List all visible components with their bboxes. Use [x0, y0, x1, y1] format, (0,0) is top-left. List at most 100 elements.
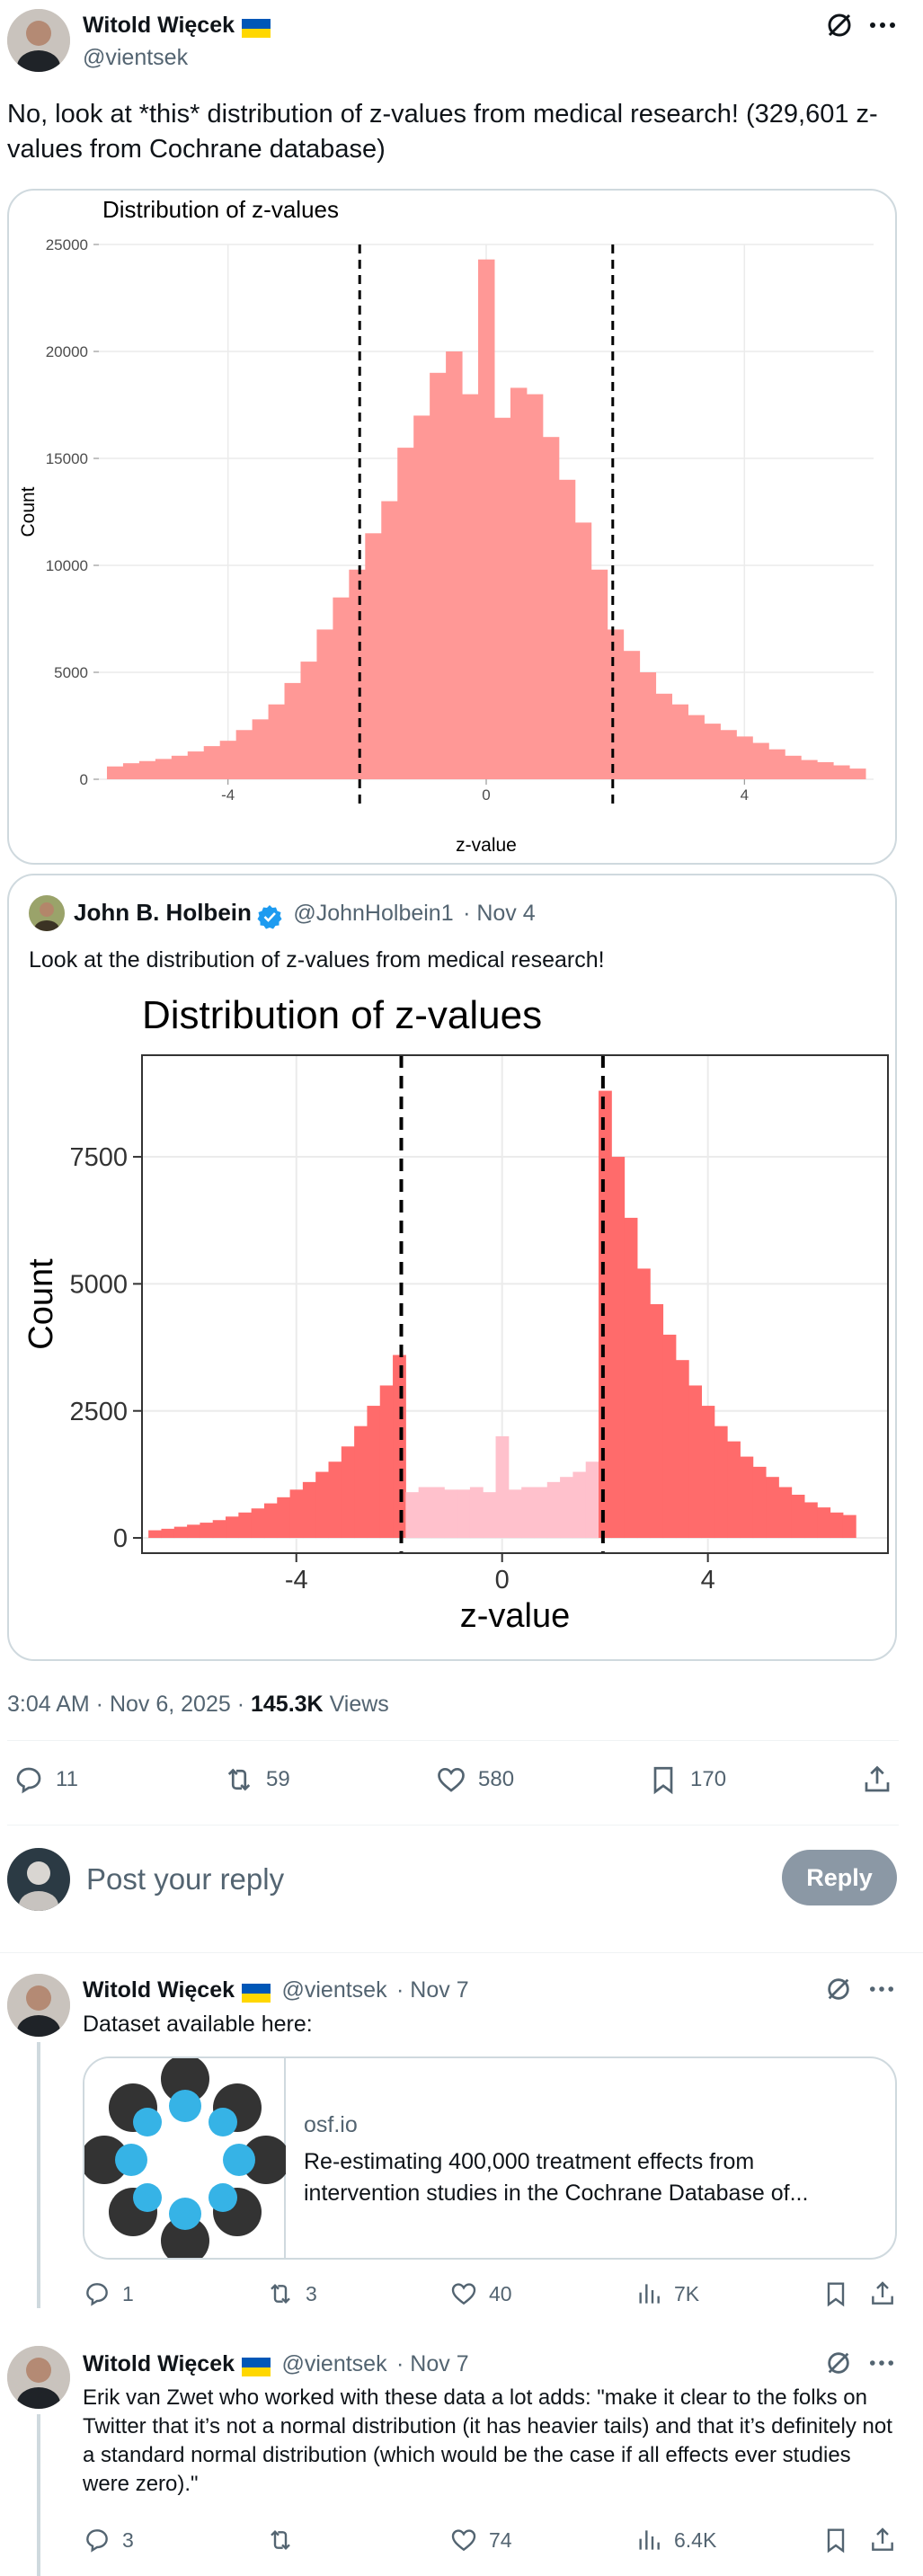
histogram-bar [155, 759, 173, 779]
like-action[interactable]: 580 [435, 1763, 514, 1796]
histogram-bar [636, 1268, 651, 1539]
x-tick-label: 0 [495, 1566, 510, 1594]
histogram-bar [752, 742, 769, 779]
reply-icon [86, 2529, 108, 2553]
avatar-image [7, 9, 70, 72]
histogram-bar [277, 1497, 291, 1539]
histogram-bar [833, 765, 850, 779]
histogram-bar [418, 1487, 432, 1539]
y-tick-label: 10000 [46, 557, 88, 574]
share-icon[interactable] [861, 1763, 893, 1796]
views-count: 145.3K [250, 1692, 324, 1717]
reply-author-handle[interactable]: @vientsek [281, 1977, 387, 2003]
divider [7, 1740, 899, 1741]
author-handle[interactable]: @vientsek [83, 45, 189, 70]
histogram-bar [413, 415, 430, 779]
histogram-bar [585, 1461, 599, 1539]
y-tick-label: 2500 [69, 1398, 128, 1426]
more-icon[interactable] [868, 2351, 895, 2375]
histogram-bar [333, 597, 350, 779]
ukraine-flag-icon [242, 2358, 271, 2377]
quote-date: · Nov 4 [463, 901, 536, 926]
histogram-bar [572, 1471, 587, 1539]
histogram-bar [315, 1471, 329, 1539]
bookmark-action[interactable]: 170 [647, 1763, 726, 1796]
like-icon [451, 2529, 476, 2552]
grok-icon[interactable] [825, 1976, 852, 2003]
histogram-bar [495, 1435, 510, 1539]
x-tick-label: 4 [741, 786, 749, 804]
views-action[interactable]: 7K [635, 2279, 699, 2308]
histogram-bar [736, 736, 753, 779]
histogram-bar [720, 730, 737, 779]
views-icon [639, 2530, 660, 2550]
histogram-bar [457, 1489, 471, 1539]
chart-image-card[interactable]: 0 5000 10000 15000 20000 25000 -4 0 4 Distributio… [7, 189, 897, 865]
histogram-bar [122, 763, 140, 779]
repost-action[interactable]: 59 [223, 1763, 290, 1796]
quoted-post[interactable]: John B. Holbein @JohnHolbein1 · Nov 4 Lo… [7, 874, 897, 1661]
more-icon[interactable] [868, 1977, 895, 2001]
histogram-bar [379, 1385, 394, 1539]
reply-date[interactable]: · Nov 7 [396, 2351, 469, 2376]
reply-author-name[interactable]: Witold Więcek [83, 2351, 235, 2376]
histogram-bar [599, 1090, 612, 1539]
views-label: Views [329, 1692, 389, 1717]
views-action[interactable]: 6.4K [635, 2526, 716, 2554]
histogram-bar [268, 704, 286, 779]
reply-input[interactable]: Post your reply [86, 1862, 285, 1896]
histogram-bar [212, 1520, 226, 1539]
like-count: 40 [489, 2281, 512, 2305]
like-icon [438, 1767, 465, 1792]
histogram-bar [624, 1217, 638, 1539]
quote-author-line: John B. Holbein @JohnHolbein1 · Nov 4 [74, 899, 536, 929]
y-tick-label: 25000 [46, 236, 88, 253]
histogram-bar [534, 1487, 548, 1539]
reply-action[interactable]: 3 [83, 2526, 134, 2554]
reply-author-handle[interactable]: @vientsek [281, 2351, 387, 2376]
histogram-bar [302, 1481, 316, 1539]
histogram-bar [251, 1508, 265, 1539]
x-tick-label: -4 [221, 786, 235, 804]
link-card[interactable]: osf.io Re-estimating 400,000 treatment e… [83, 2056, 897, 2260]
repost-action[interactable]: 3 [266, 2279, 317, 2308]
y-tick-label: 20000 [46, 343, 88, 360]
histogram-bar [521, 1487, 535, 1539]
reply-author-avatar[interactable] [7, 2346, 70, 2409]
grok-icon[interactable] [825, 2349, 852, 2376]
histogram-bar [508, 1489, 522, 1539]
views-count: 7K [674, 2281, 700, 2305]
share-icon[interactable] [868, 2526, 897, 2554]
bookmark-icon[interactable] [821, 2279, 850, 2308]
y-axis-label: Count [22, 1258, 60, 1350]
bookmark-icon[interactable] [821, 2526, 850, 2554]
reply-icon [16, 1767, 41, 1794]
quote-author-name: John B. Holbein [74, 899, 252, 926]
share-icon[interactable] [868, 2279, 897, 2308]
grok-icon[interactable] [825, 11, 854, 40]
author-name[interactable]: Witold Więcek [83, 13, 235, 38]
histogram-bar [675, 1360, 689, 1539]
histogram-bar [354, 1426, 368, 1539]
like-action[interactable]: 74 [449, 2526, 512, 2554]
reply-author-name[interactable]: Witold Więcek [83, 1977, 235, 2003]
post-timestamp[interactable]: 3:04 AM · Nov 6, 2025 · [7, 1692, 251, 1717]
histogram-bar [106, 766, 124, 779]
author-avatar[interactable] [7, 9, 70, 72]
reply-action[interactable]: 1 [83, 2279, 134, 2308]
histogram-bar [187, 1524, 200, 1539]
bookmark-count: 170 [690, 1767, 727, 1791]
repost-action[interactable] [266, 2526, 306, 2554]
histogram-bar [650, 1304, 664, 1539]
chart-title: Distribution of z-values [142, 993, 542, 1037]
reply-action[interactable]: 11 [13, 1763, 78, 1796]
histogram-bar [478, 259, 495, 779]
reply-button[interactable]: Reply [782, 1850, 897, 1905]
histogram-bar [778, 1487, 793, 1539]
like-action[interactable]: 40 [449, 2279, 512, 2308]
reply-count: 11 [56, 1767, 78, 1791]
more-icon[interactable] [868, 13, 897, 38]
reply-author-avatar[interactable] [7, 1974, 70, 2037]
histogram-bar [493, 417, 511, 779]
reply-date[interactable]: · Nov 7 [396, 1977, 469, 2003]
